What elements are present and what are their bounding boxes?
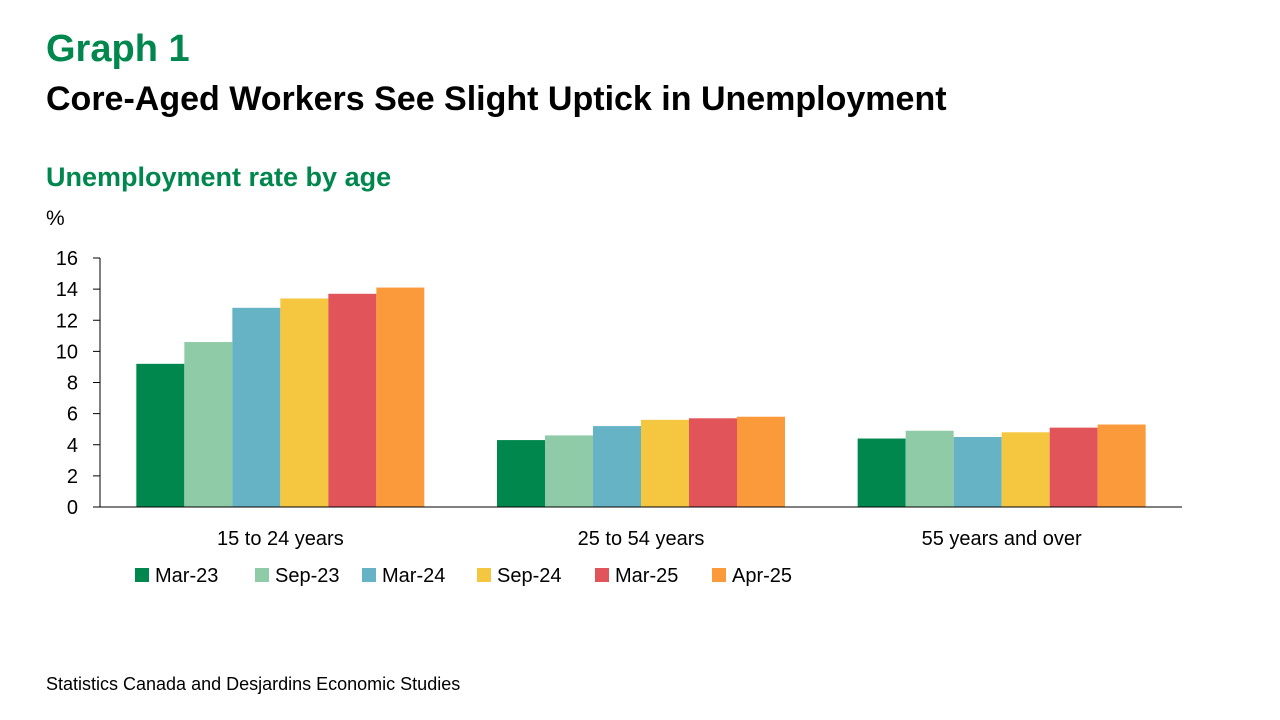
bar (376, 287, 425, 507)
bar (641, 419, 689, 507)
x-category-label: 55 years and over (922, 528, 1082, 550)
x-axis-categories: 15 to 24 years 25 to 54 years 55 years and… (217, 528, 1082, 550)
page-title: Core-Aged Workers See Slight Uptick in U… (46, 80, 947, 118)
bar (232, 307, 281, 507)
legend-label: Sep-23 (275, 565, 340, 587)
x-category-label: 25 to 54 years (578, 528, 705, 550)
y-tick-label: 14 (56, 279, 78, 301)
bar (689, 418, 737, 507)
bar (328, 293, 377, 507)
legend-swatch (362, 568, 376, 582)
bar (857, 438, 906, 507)
bar (184, 342, 233, 507)
legend-label: Mar-24 (382, 565, 445, 587)
legend-label: Mar-23 (155, 565, 218, 587)
bar (497, 440, 545, 507)
legend-label: Apr-25 (732, 565, 792, 587)
bars-group (136, 287, 1146, 507)
graph-label: Graph 1 (46, 28, 190, 70)
legend-swatch (712, 568, 726, 582)
bar (905, 430, 954, 507)
source-note: Statistics Canada and Desjardins Economi… (46, 674, 461, 694)
bar (1097, 424, 1146, 507)
legend-swatch (255, 568, 269, 582)
bar (545, 435, 593, 507)
bar (136, 363, 185, 507)
x-category-label: 15 to 24 years (217, 528, 344, 550)
bar (280, 298, 329, 507)
y-axis: 0 2 4 6 8 10 12 14 16 (56, 248, 100, 519)
y-axis-unit: % (46, 207, 65, 230)
y-tick-label: 12 (56, 310, 78, 332)
legend-swatch (477, 568, 491, 582)
y-tick-label: 4 (67, 435, 78, 457)
y-tick-label: 8 (67, 373, 78, 395)
chart-title: Unemployment rate by age (46, 162, 392, 192)
bar (1049, 427, 1098, 507)
bar (593, 426, 641, 507)
y-tick-label: 6 (67, 404, 78, 426)
y-tick-label: 0 (67, 497, 78, 519)
bar (737, 416, 785, 507)
legend-label: Sep-24 (497, 565, 562, 587)
legend-swatch (595, 568, 609, 582)
bar (953, 436, 1002, 507)
legend-label: Mar-25 (615, 565, 678, 587)
legend: Mar-23 Sep-23 Mar-24 Sep-24 Mar-25 Apr-25 (135, 565, 792, 587)
bar (1001, 432, 1050, 507)
legend-swatch (135, 568, 149, 582)
y-tick-label: 10 (56, 341, 78, 363)
y-tick-label: 2 (67, 466, 78, 488)
axes (99, 258, 1182, 508)
y-tick-label: 16 (56, 248, 78, 270)
